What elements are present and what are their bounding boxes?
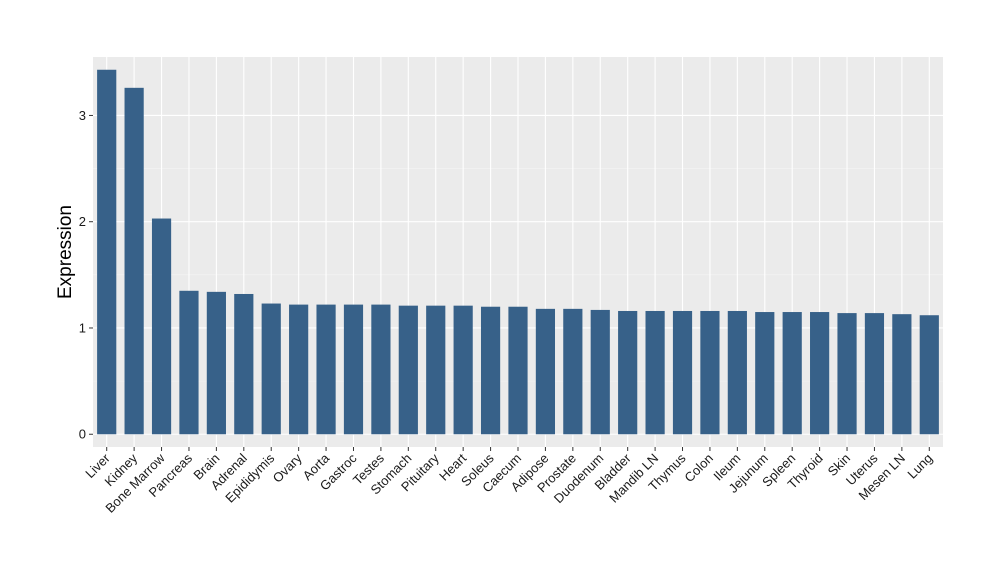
bar-prostate <box>563 308 583 435</box>
bar-spleen <box>782 312 802 435</box>
bar-bladder <box>618 310 638 435</box>
bar-ovary <box>289 304 309 435</box>
bar-mandib-ln <box>645 310 665 435</box>
bar-caecum <box>508 306 528 435</box>
bar-soleus <box>480 306 501 435</box>
y-tick-label: 0 <box>79 427 86 442</box>
y-axis-title: Expression <box>55 205 76 299</box>
bar-jejunum <box>755 312 775 435</box>
bar-adrenal <box>234 293 254 435</box>
bar-bone-marrow <box>151 218 172 435</box>
bar-colon <box>700 310 720 435</box>
bar-brain <box>206 291 226 435</box>
bar-heart <box>453 305 473 435</box>
bar-adipose <box>535 308 556 435</box>
bar-testes <box>371 304 391 435</box>
bar-uterus <box>864 313 885 435</box>
bar-duodenum <box>590 309 610 435</box>
bar-liver <box>97 69 117 435</box>
y-tick-label: 1 <box>79 320 86 335</box>
bar-thymus <box>672 310 693 435</box>
bar-aorta <box>316 304 336 435</box>
bars <box>97 69 939 435</box>
bar-kidney <box>124 87 144 435</box>
x-tick-label-lung: Lung <box>904 451 935 482</box>
bar-pituitary <box>426 305 446 435</box>
bar-stomach <box>398 305 418 435</box>
bar-epididymis <box>261 303 281 435</box>
y-tick-label: 2 <box>79 214 86 229</box>
bar-lung <box>919 315 939 435</box>
y-tick-label: 3 <box>79 108 86 123</box>
bar-mesen-ln <box>892 314 912 435</box>
y-axis: 0 1 2 3 <box>79 108 93 442</box>
bar-pancreas <box>179 290 199 435</box>
bar-thyroid <box>810 312 830 435</box>
bar-gastroc <box>343 304 364 435</box>
x-tick-label-colon: Colon <box>681 451 716 486</box>
x-tick-label-ovary: Ovary <box>270 450 305 485</box>
bar-skin <box>837 313 857 435</box>
bar-ileum <box>727 310 747 435</box>
